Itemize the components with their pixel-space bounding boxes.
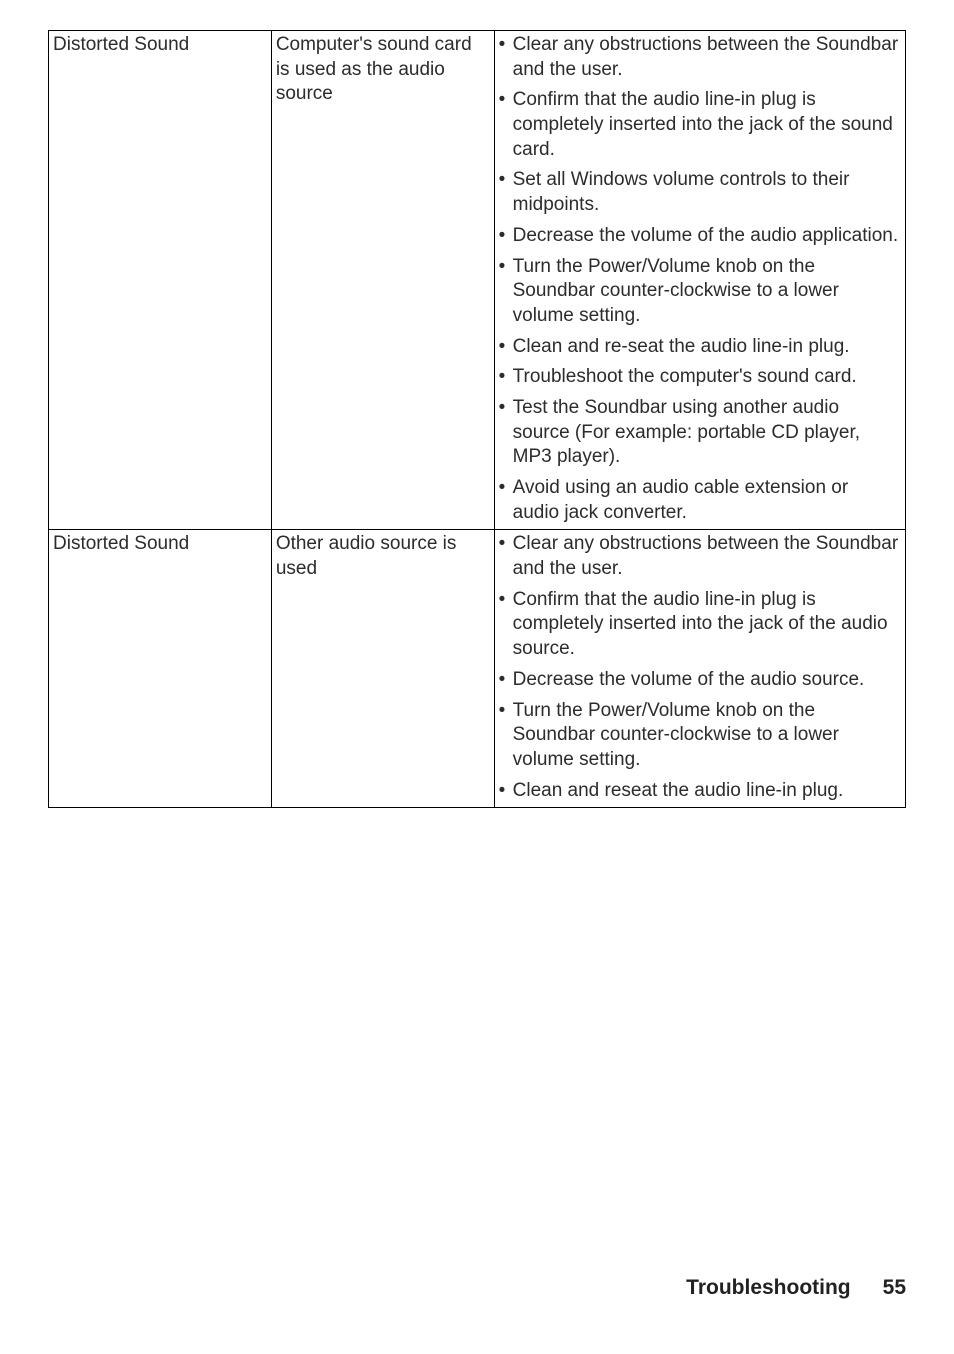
problem-cell: Distorted Sound: [49, 530, 272, 808]
cause-cell: Other audio source is used: [271, 530, 494, 808]
solutions-cell: Clear any obstructions between the Sound…: [494, 530, 905, 808]
solutions-cell: Clear any obstructions between the Sound…: [494, 31, 905, 530]
solutions-list: Clear any obstructions between the Sound…: [499, 33, 899, 525]
footer-page-number: 55: [883, 1276, 906, 1299]
cause-cell: Computer's sound card is used as the aud…: [271, 31, 494, 530]
footer-section: Troubleshooting: [686, 1276, 850, 1299]
solution-item: Test the Soundbar using another audio so…: [499, 396, 899, 470]
solution-item: Set all Windows volume controls to their…: [499, 168, 899, 217]
table-row: Distorted SoundComputer's sound card is …: [49, 31, 906, 530]
solution-item: Avoid using an audio cable extension or …: [499, 476, 899, 525]
table-row: Distorted SoundOther audio source is use…: [49, 530, 906, 808]
solution-item: Turn the Power/Volume knob on the Soundb…: [499, 255, 899, 329]
solution-item: Decrease the volume of the audio source.: [499, 668, 899, 693]
solution-item: Decrease the volume of the audio applica…: [499, 224, 899, 249]
solutions-list: Clear any obstructions between the Sound…: [499, 532, 899, 803]
solution-item: Clean and reseat the audio line-in plug.: [499, 779, 899, 804]
solution-item: Clear any obstructions between the Sound…: [499, 33, 899, 82]
solution-item: Confirm that the audio line-in plug is c…: [499, 588, 899, 662]
solution-item: Confirm that the audio line-in plug is c…: [499, 88, 899, 162]
solution-item: Clean and re-seat the audio line-in plug…: [499, 335, 899, 360]
solution-item: Turn the Power/Volume knob on the Soundb…: [499, 699, 899, 773]
page-footer: Troubleshooting 55: [686, 1276, 906, 1300]
solution-item: Troubleshoot the computer's sound card.: [499, 365, 899, 390]
problem-cell: Distorted Sound: [49, 31, 272, 530]
solution-item: Clear any obstructions between the Sound…: [499, 532, 899, 581]
troubleshooting-table: Distorted SoundComputer's sound card is …: [48, 30, 906, 808]
